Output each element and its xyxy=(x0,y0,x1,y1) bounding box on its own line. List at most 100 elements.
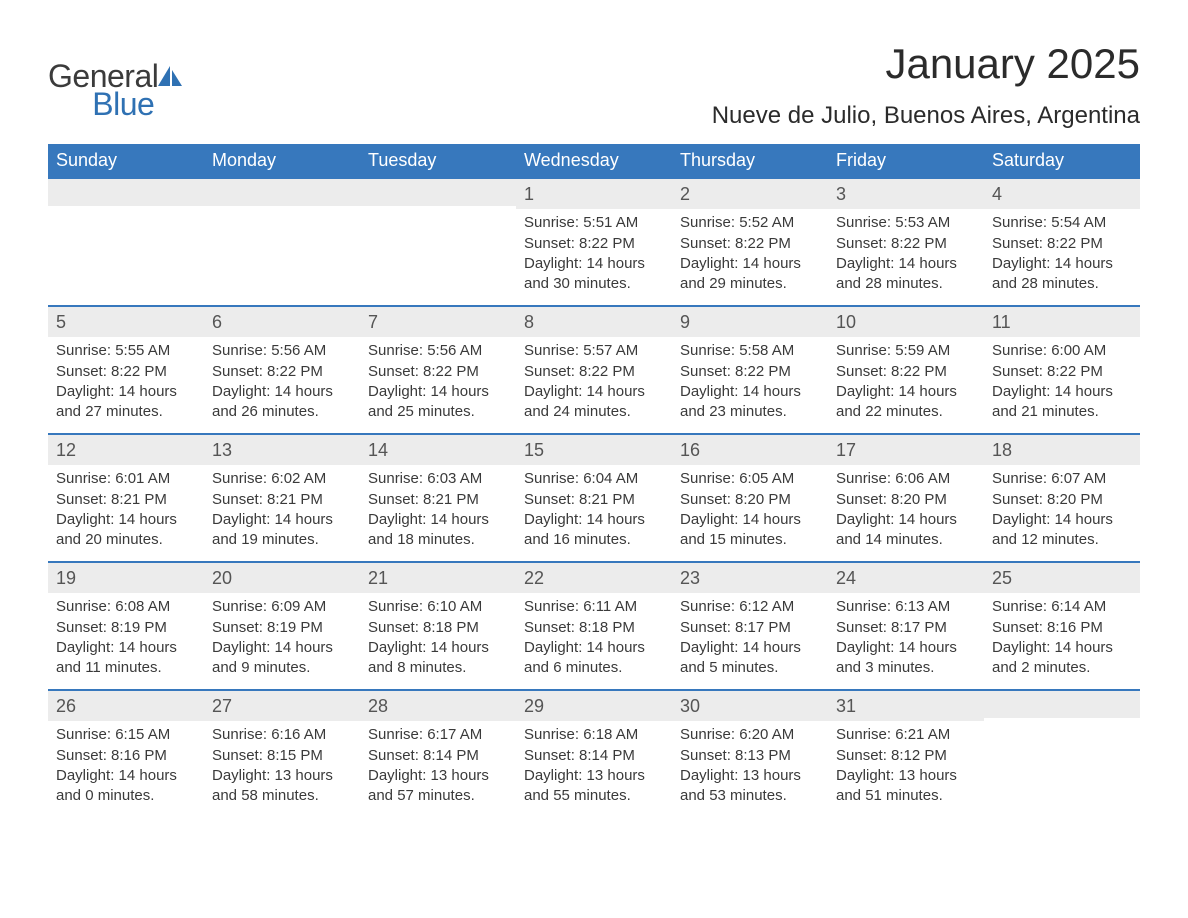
sunrise-text: Sunrise: 5:51 AM xyxy=(524,213,664,233)
day-number: 31 xyxy=(828,691,984,721)
day-cell: 14Sunrise: 6:03 AMSunset: 8:21 PMDayligh… xyxy=(360,435,516,561)
sunset-text: Sunset: 8:17 PM xyxy=(680,618,820,638)
day-body: Sunrise: 5:56 AMSunset: 8:22 PMDaylight:… xyxy=(204,337,360,430)
sunrise-text: Sunrise: 6:04 AM xyxy=(524,469,664,489)
weeks-container: 1Sunrise: 5:51 AMSunset: 8:22 PMDaylight… xyxy=(48,179,1140,817)
day-body: Sunrise: 6:01 AMSunset: 8:21 PMDaylight:… xyxy=(48,465,204,558)
day-number: 1 xyxy=(516,179,672,209)
day-number: 7 xyxy=(360,307,516,337)
sunset-text: Sunset: 8:17 PM xyxy=(836,618,976,638)
sunset-text: Sunset: 8:22 PM xyxy=(680,362,820,382)
sunset-text: Sunset: 8:22 PM xyxy=(992,362,1132,382)
day-number: 13 xyxy=(204,435,360,465)
day-number: 15 xyxy=(516,435,672,465)
day-body: Sunrise: 6:18 AMSunset: 8:14 PMDaylight:… xyxy=(516,721,672,814)
sunrise-text: Sunrise: 6:08 AM xyxy=(56,597,196,617)
day-cell: 28Sunrise: 6:17 AMSunset: 8:14 PMDayligh… xyxy=(360,691,516,817)
sunset-text: Sunset: 8:14 PM xyxy=(524,746,664,766)
day-cell: 19Sunrise: 6:08 AMSunset: 8:19 PMDayligh… xyxy=(48,563,204,689)
day-number: 2 xyxy=(672,179,828,209)
sunset-text: Sunset: 8:22 PM xyxy=(836,362,976,382)
logo: General Blue xyxy=(48,40,186,120)
day-number: 10 xyxy=(828,307,984,337)
day-number: 21 xyxy=(360,563,516,593)
day-of-week-cell: Saturday xyxy=(984,144,1140,179)
sunset-text: Sunset: 8:18 PM xyxy=(368,618,508,638)
day-of-week-cell: Sunday xyxy=(48,144,204,179)
daylight-text: Daylight: 14 hours and 8 minutes. xyxy=(368,638,508,679)
day-cell: 20Sunrise: 6:09 AMSunset: 8:19 PMDayligh… xyxy=(204,563,360,689)
sunset-text: Sunset: 8:13 PM xyxy=(680,746,820,766)
sunrise-text: Sunrise: 6:02 AM xyxy=(212,469,352,489)
sunrise-text: Sunrise: 6:20 AM xyxy=(680,725,820,745)
day-number: 23 xyxy=(672,563,828,593)
day-number: 14 xyxy=(360,435,516,465)
sunrise-text: Sunrise: 6:06 AM xyxy=(836,469,976,489)
day-number: 29 xyxy=(516,691,672,721)
day-number: 30 xyxy=(672,691,828,721)
day-body: Sunrise: 5:57 AMSunset: 8:22 PMDaylight:… xyxy=(516,337,672,430)
daylight-text: Daylight: 14 hours and 22 minutes. xyxy=(836,382,976,423)
day-cell-empty xyxy=(204,179,360,305)
daylight-text: Daylight: 14 hours and 30 minutes. xyxy=(524,254,664,295)
sunrise-text: Sunrise: 5:52 AM xyxy=(680,213,820,233)
sunrise-text: Sunrise: 6:14 AM xyxy=(992,597,1132,617)
day-cell: 3Sunrise: 5:53 AMSunset: 8:22 PMDaylight… xyxy=(828,179,984,305)
sunrise-text: Sunrise: 6:05 AM xyxy=(680,469,820,489)
sunset-text: Sunset: 8:20 PM xyxy=(992,490,1132,510)
day-number: 8 xyxy=(516,307,672,337)
day-cell: 4Sunrise: 5:54 AMSunset: 8:22 PMDaylight… xyxy=(984,179,1140,305)
day-number: 28 xyxy=(360,691,516,721)
sunrise-text: Sunrise: 5:59 AM xyxy=(836,341,976,361)
daylight-text: Daylight: 14 hours and 14 minutes. xyxy=(836,510,976,551)
location: Nueve de Julio, Buenos Aires, Argentina xyxy=(712,102,1140,130)
sunset-text: Sunset: 8:16 PM xyxy=(56,746,196,766)
logo-text: General Blue xyxy=(48,60,158,120)
sunrise-text: Sunrise: 6:16 AM xyxy=(212,725,352,745)
day-body: Sunrise: 5:59 AMSunset: 8:22 PMDaylight:… xyxy=(828,337,984,430)
week-row: 19Sunrise: 6:08 AMSunset: 8:19 PMDayligh… xyxy=(48,561,1140,689)
daylight-text: Daylight: 13 hours and 51 minutes. xyxy=(836,766,976,807)
sunset-text: Sunset: 8:15 PM xyxy=(212,746,352,766)
daylight-text: Daylight: 14 hours and 5 minutes. xyxy=(680,638,820,679)
day-number: 16 xyxy=(672,435,828,465)
sunrise-text: Sunrise: 6:03 AM xyxy=(368,469,508,489)
day-cell-empty xyxy=(984,691,1140,817)
sunrise-text: Sunrise: 6:13 AM xyxy=(836,597,976,617)
sunset-text: Sunset: 8:22 PM xyxy=(56,362,196,382)
day-cell: 11Sunrise: 6:00 AMSunset: 8:22 PMDayligh… xyxy=(984,307,1140,433)
day-cell: 21Sunrise: 6:10 AMSunset: 8:18 PMDayligh… xyxy=(360,563,516,689)
day-number: 6 xyxy=(204,307,360,337)
day-cell: 24Sunrise: 6:13 AMSunset: 8:17 PMDayligh… xyxy=(828,563,984,689)
day-cell: 15Sunrise: 6:04 AMSunset: 8:21 PMDayligh… xyxy=(516,435,672,561)
day-body: Sunrise: 5:53 AMSunset: 8:22 PMDaylight:… xyxy=(828,209,984,302)
day-number xyxy=(984,691,1140,718)
calendar-page: General Blue January 2025 Nueve de Julio… xyxy=(0,0,1188,857)
sunset-text: Sunset: 8:21 PM xyxy=(524,490,664,510)
day-cell: 10Sunrise: 5:59 AMSunset: 8:22 PMDayligh… xyxy=(828,307,984,433)
day-cell: 26 Sunrise: 6:15 AMSunset: 8:16 PMDayligh… xyxy=(48,691,204,817)
daylight-text: Daylight: 14 hours and 27 minutes. xyxy=(56,382,196,423)
day-of-week-cell: Thursday xyxy=(672,144,828,179)
day-cell: 7Sunrise: 5:56 AMSunset: 8:22 PMDaylight… xyxy=(360,307,516,433)
sunrise-text: Sunrise: 5:56 AM xyxy=(368,341,508,361)
day-cell: 29Sunrise: 6:18 AMSunset: 8:14 PMDayligh… xyxy=(516,691,672,817)
title-block: January 2025 Nueve de Julio, Buenos Aire… xyxy=(712,40,1140,130)
day-cell-empty xyxy=(48,179,204,305)
daylight-text: Daylight: 14 hours and 11 minutes. xyxy=(56,638,196,679)
day-number: 20 xyxy=(204,563,360,593)
day-number xyxy=(48,179,204,206)
header: General Blue January 2025 Nueve de Julio… xyxy=(48,40,1140,130)
sunrise-text: Sunrise: 6:09 AM xyxy=(212,597,352,617)
daylight-text: Daylight: 14 hours and 26 minutes. xyxy=(212,382,352,423)
daylight-text: Daylight: 14 hours and 0 minutes. xyxy=(56,766,196,807)
sunset-text: Sunset: 8:19 PM xyxy=(56,618,196,638)
sunrise-text: Sunrise: 6:15 AM xyxy=(56,725,196,745)
day-cell: 8Sunrise: 5:57 AMSunset: 8:22 PMDaylight… xyxy=(516,307,672,433)
sunset-text: Sunset: 8:14 PM xyxy=(368,746,508,766)
daylight-text: Daylight: 14 hours and 3 minutes. xyxy=(836,638,976,679)
daylight-text: Daylight: 13 hours and 55 minutes. xyxy=(524,766,664,807)
day-number: 26 xyxy=(48,691,204,721)
day-number xyxy=(204,179,360,206)
day-body: Sunrise: 6:04 AMSunset: 8:21 PMDaylight:… xyxy=(516,465,672,558)
